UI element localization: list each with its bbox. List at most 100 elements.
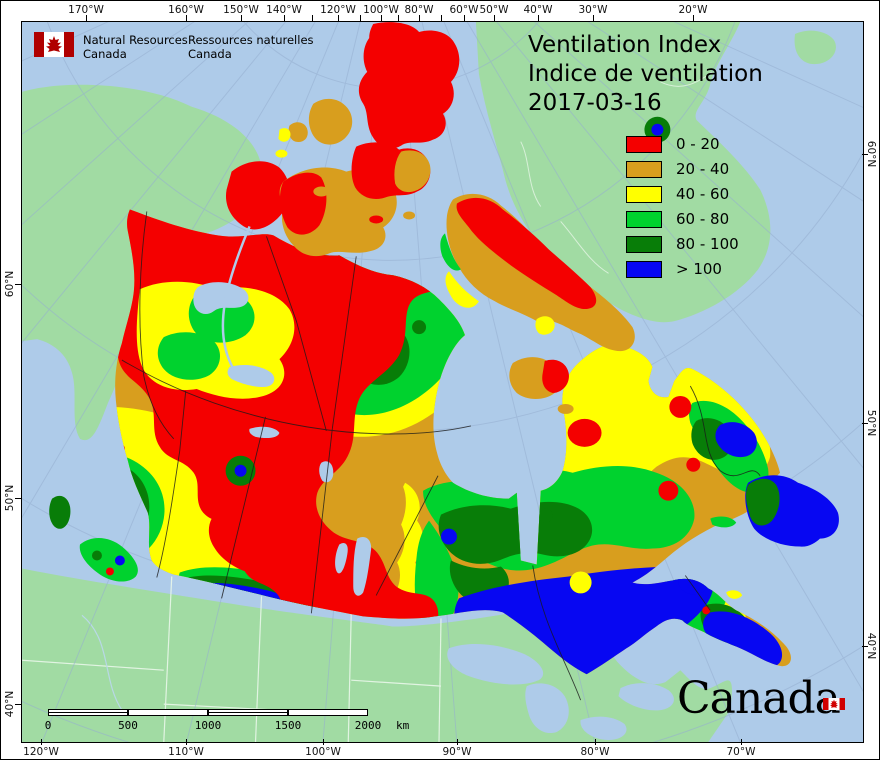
dept-name-fr: Ressources naturelles Canada [188, 33, 314, 61]
axis-label: 100°W [305, 746, 341, 758]
scale-label: 1500 [274, 719, 302, 732]
axis-label: 20°W [678, 4, 708, 16]
vi-region [557, 403, 574, 414]
vi-region [234, 464, 247, 477]
vi-region [337, 207, 350, 216]
vi-region [702, 606, 711, 615]
vi-region [412, 320, 427, 335]
lake-winnipeg [353, 537, 372, 596]
iceland [794, 30, 836, 65]
dept-fr-line1: Ressources naturelles [188, 33, 314, 47]
vi-region [369, 215, 384, 224]
axis-label: 80°W [404, 4, 434, 16]
dept-en-line1: Natural Resources [83, 33, 188, 47]
scale-label: 0 [44, 719, 52, 732]
lakes [193, 225, 674, 741]
map-canvas [21, 21, 864, 743]
scale-segment [288, 709, 368, 716]
vi-region [275, 149, 288, 158]
ventilation-index-map [22, 22, 863, 742]
lake-superior [447, 644, 544, 685]
dept-name-en: Natural Resources Canada [83, 33, 188, 61]
border-nwt-nu [331, 256, 357, 429]
scale-label: 500 [118, 719, 138, 732]
axis-label: 140°W [266, 4, 302, 16]
border-bc-ab [156, 390, 187, 578]
vi-region [535, 316, 555, 335]
vi-region [441, 528, 457, 545]
vi-region [157, 332, 221, 380]
vi-region [658, 480, 679, 501]
islands [49, 22, 839, 599]
lake-athabasca [249, 426, 280, 439]
banks-island [225, 161, 290, 230]
canada-flag-icon [34, 32, 74, 61]
legend-swatch [626, 161, 662, 178]
legend-label: 40 - 60 [676, 185, 730, 203]
legend-swatch [626, 186, 662, 203]
vi-region [440, 233, 461, 271]
axis-label: 170°W [68, 4, 104, 16]
great-bear-lake [193, 282, 249, 315]
great-slave-lake [227, 365, 275, 387]
legend-label: 0 - 20 [676, 135, 720, 153]
legend-swatch [626, 136, 662, 153]
vancouver-island [79, 537, 138, 582]
vi-region [745, 478, 780, 526]
greenland-fjords [520, 71, 713, 274]
vi-region [669, 395, 692, 418]
scale-segment [128, 709, 208, 716]
dept-en-line2: Canada [83, 47, 127, 61]
border-mb-on [375, 475, 439, 596]
mackenzie-river [221, 225, 251, 370]
lake-huron [525, 683, 569, 734]
legend-swatch [626, 261, 662, 278]
lake-winnipegosis [335, 543, 348, 574]
vi-region [115, 209, 472, 659]
scale-segment [48, 709, 128, 716]
border-alaska-yukon [139, 211, 175, 440]
anticosti-island [710, 516, 737, 528]
scale-label: 2000 [354, 719, 382, 732]
wordmark-flag-icon [823, 674, 845, 718]
scale-label: 1000 [194, 719, 222, 732]
wordmark-text: Canada [677, 673, 841, 724]
ellesmere-island [358, 22, 460, 149]
vi-region [438, 501, 593, 564]
axis-label: 120°W [23, 746, 59, 758]
legend-label: > 100 [676, 260, 722, 278]
legend-label: 80 - 100 [676, 235, 739, 253]
axis-label: 60°W [449, 4, 479, 16]
vi-region [278, 128, 291, 142]
vi-region [686, 457, 701, 472]
vi-region [703, 611, 783, 669]
axis-label: 30°W [578, 4, 608, 16]
axis-label: 100°W [363, 4, 399, 16]
legend-swatch [626, 236, 662, 253]
sverdrup-islands [308, 98, 353, 145]
lake-erie [618, 683, 674, 711]
admin-borders [121, 211, 761, 701]
scale-segment [208, 709, 288, 716]
vi-region [403, 211, 416, 220]
vi-region [651, 123, 664, 136]
lake-ontario [580, 716, 627, 741]
border-yukon-nwt [266, 236, 327, 431]
axis-label: 70°W [726, 746, 756, 758]
axis-label: 40°W [523, 4, 553, 16]
vi-region [288, 122, 308, 143]
vi-region [456, 197, 597, 310]
border-qc-nl [689, 385, 761, 477]
axis-label: 50°W [479, 4, 509, 16]
vi-region [445, 271, 479, 308]
border-sk-mb [310, 428, 333, 614]
axis-label: 150°W [223, 4, 259, 16]
vi-region [569, 571, 592, 594]
vi-region [542, 359, 569, 393]
title-en: Ventilation Index [528, 32, 722, 58]
axis-label: 80°W [580, 746, 610, 758]
vi-region [394, 150, 431, 193]
vi-region [91, 550, 102, 561]
title-fr: Indice de ventilation [528, 61, 763, 87]
